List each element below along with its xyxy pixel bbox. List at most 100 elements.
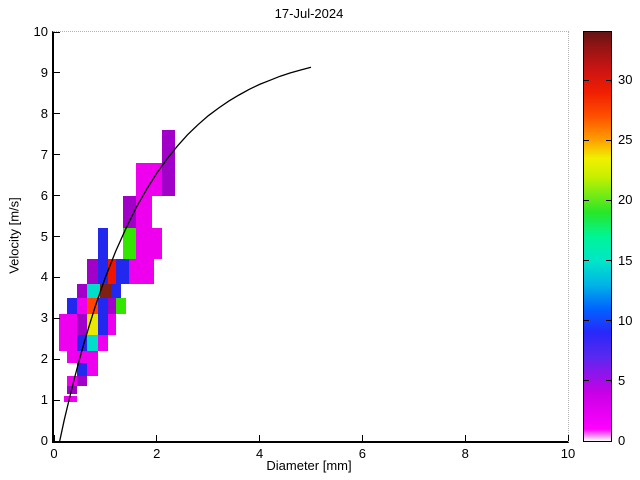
colorbar-tick (584, 79, 589, 81)
heatmap-cell (107, 297, 116, 315)
heatmap-cell (97, 314, 108, 335)
heatmap-cell (97, 334, 108, 352)
colorbar-tick-label: 0 (618, 433, 626, 448)
y-tick (54, 113, 60, 115)
y-axis-label: Velocity [m/s] (6, 197, 22, 274)
colorbar-tick (606, 380, 611, 382)
colorbar-tick-label: 5 (618, 372, 626, 388)
heatmap-cell (77, 375, 88, 386)
x-tick (53, 435, 55, 441)
colorbar-tick (606, 260, 611, 262)
x-tick (259, 435, 261, 441)
x-tick-label: 2 (153, 446, 161, 461)
y-tick-label: 7 (40, 146, 48, 162)
x-tick (464, 435, 466, 441)
x-tick-label: 8 (461, 446, 469, 461)
heatmap-cell (110, 283, 121, 298)
y-tick-label: 1 (40, 392, 48, 408)
colorbar-tick-label: 20 (618, 192, 633, 208)
y-tick (54, 399, 60, 401)
x-tick-label: 6 (358, 446, 366, 461)
heatmap-cell (66, 375, 78, 386)
y-tick (54, 317, 60, 319)
heatmap-cell (77, 283, 88, 298)
colorbar-tick-label: 30 (618, 72, 633, 88)
y-tick-label: 2 (40, 351, 48, 367)
heatmap-cell (77, 351, 88, 364)
y-tick (54, 276, 60, 278)
heatmap-cell (87, 314, 98, 335)
y-tick-label: 3 (40, 310, 48, 326)
heatmap-cell (115, 297, 126, 315)
colorbar-tick (606, 440, 611, 442)
heatmap-cell (128, 258, 155, 284)
x-tick-label: 4 (255, 446, 264, 461)
y-tick (54, 154, 60, 156)
heatmap-cell (107, 258, 116, 284)
y-tick (54, 358, 60, 360)
heatmap-cell (123, 195, 137, 229)
y-tick-label: 9 (40, 64, 48, 80)
heatmap-cell (77, 297, 88, 315)
heatmap-cell (115, 258, 129, 284)
heatmap-cell (87, 351, 98, 364)
x-tick-label: 10 (560, 446, 576, 461)
heatmap-cell (87, 283, 101, 298)
colorbar: 0 5 10 15 20 25 30 (583, 31, 632, 448)
y-tick-label: 6 (40, 187, 48, 203)
colorbar-gradient (584, 32, 611, 441)
y-tick-label: 8 (40, 105, 48, 121)
heatmap-cell (87, 258, 98, 284)
x-axis-label: Diameter [mm] (266, 458, 352, 473)
x-tick (361, 435, 363, 441)
y-tick-label: 4 (40, 269, 48, 285)
heatmap-cell (66, 297, 78, 315)
heatmap-cell (136, 162, 162, 196)
heatmap-cell (136, 228, 162, 259)
y-tick (54, 72, 60, 74)
heatmap-cell (66, 351, 78, 364)
y-tick (54, 31, 60, 33)
plot-area: 0 2 4 6 8 10 0 1 2 3 4 5 6 7 8 9 10 (34, 24, 576, 461)
heatmap-cell (64, 396, 78, 403)
y-tick-label: 10 (33, 24, 48, 39)
colorbar-tick (584, 139, 589, 141)
heatmap-cell (59, 334, 67, 352)
colorbar-tick (606, 320, 611, 322)
colorbar-tick (584, 320, 589, 322)
heatmap-cell (123, 228, 137, 259)
heatmap-cell (77, 314, 88, 335)
x-tick (156, 435, 158, 441)
y-tick-label: 0 (40, 433, 48, 448)
heatmap-cell (107, 314, 116, 335)
colorbar-tick (584, 199, 589, 201)
colorbar-tick-label: 15 (618, 252, 633, 268)
colorbar-tick (606, 79, 611, 81)
heatmap-cell (77, 363, 88, 376)
y-tick (54, 236, 60, 237)
heatmap-cell (66, 334, 78, 352)
x-tick-label: 0 (50, 446, 58, 461)
colorbar-tick (606, 199, 611, 201)
heatmap-cell (66, 314, 78, 335)
chart-title: 17-Jul-2024 (274, 6, 344, 21)
heatmap-cell (87, 297, 98, 315)
colorbar-tick-label: 10 (618, 312, 633, 328)
x-tick (567, 435, 569, 441)
heatmap-cell (100, 283, 111, 298)
y-tick (54, 195, 60, 197)
heatmap-cell (161, 162, 175, 196)
heatmap-cell (77, 334, 88, 352)
curve-polyline (59, 66, 312, 442)
heatmap-cell (87, 363, 98, 376)
colorbar-tick (606, 139, 611, 141)
heatmap-cell (59, 314, 67, 335)
y-tick-label: 5 (40, 228, 48, 244)
colorbar-tick (584, 380, 589, 382)
y-tick (54, 440, 60, 442)
terminal-velocity-curve (59, 66, 312, 442)
heatmap-cell (161, 130, 175, 163)
colorbar-tick (584, 440, 589, 442)
colorbar-tick (584, 260, 589, 262)
